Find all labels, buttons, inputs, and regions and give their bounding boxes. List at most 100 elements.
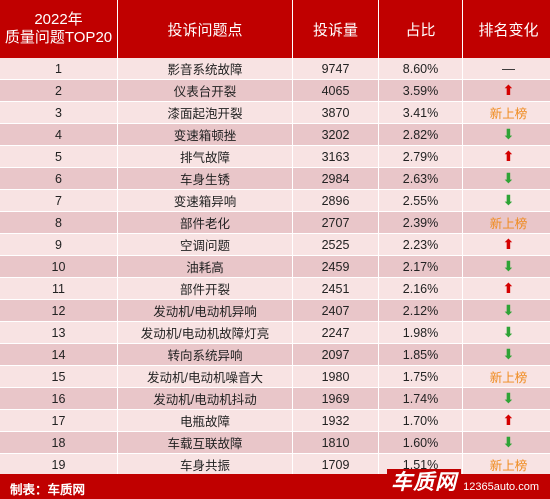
rank-cell: 19 [0, 453, 118, 476]
rank-cell: 5 [0, 145, 118, 168]
issue-cell: 发动机/电动机抖动 [117, 387, 293, 410]
table-row: 1 影音系统故障 9747 8.60% — [0, 58, 550, 80]
share-cell: 8.60% [378, 58, 463, 80]
rank-cell: 12 [0, 299, 118, 322]
change-cell: 新上榜 [462, 101, 550, 124]
issue-cell: 变速箱顿挫 [117, 123, 293, 146]
rank-cell: 1 [0, 58, 118, 80]
change-cell: — [462, 58, 550, 80]
count-cell: 1969 [292, 387, 379, 410]
issue-cell: 发动机/电动机噪音大 [117, 365, 293, 388]
rank-cell: 4 [0, 123, 118, 146]
count-cell: 1980 [292, 365, 379, 388]
header-rank-year: 2022年 [34, 11, 83, 28]
header-change: 排名变化 [462, 0, 550, 58]
issue-cell: 发动机/电动机异响 [117, 299, 293, 322]
table-row: 16 发动机/电动机抖动 1969 1.74% ⬇ [0, 387, 550, 410]
arrow-down-icon: ⬇ [502, 170, 515, 186]
count-cell: 3870 [292, 101, 379, 124]
rank-cell: 17 [0, 409, 118, 432]
share-cell: 2.16% [378, 277, 463, 300]
count-cell: 9747 [292, 58, 379, 80]
table-row: 3 漆面起泡开裂 3870 3.41% 新上榜 [0, 101, 550, 124]
count-cell: 1810 [292, 431, 379, 454]
table-row: 18 车载互联故障 1810 1.60% ⬇ [0, 431, 550, 454]
arrow-down-icon: ⬇ [502, 324, 515, 340]
table-row: 17 电瓶故障 1932 1.70% ⬆ [0, 409, 550, 432]
new-entry-badge: 新上榜 [489, 107, 528, 121]
count-cell: 1932 [292, 409, 379, 432]
change-cell: ⬇ [462, 387, 550, 410]
issue-cell: 仪表台开裂 [117, 79, 293, 102]
change-cell: ⬇ [462, 255, 550, 278]
header-count: 投诉量 [292, 0, 379, 58]
share-cell: 2.63% [378, 167, 463, 190]
change-cell: ⬇ [462, 299, 550, 322]
count-cell: 2451 [292, 277, 379, 300]
issue-cell: 电瓶故障 [117, 409, 293, 432]
change-cell: ⬆ [462, 233, 550, 256]
new-entry-badge: 新上榜 [489, 371, 528, 385]
table-row: 11 部件开裂 2451 2.16% ⬆ [0, 277, 550, 300]
share-cell: 2.79% [378, 145, 463, 168]
count-cell: 2459 [292, 255, 379, 278]
arrow-up-icon: ⬆ [502, 412, 515, 428]
issue-cell: 漆面起泡开裂 [117, 101, 293, 124]
arrow-down-icon: ⬇ [502, 302, 515, 318]
arrow-up-icon: ⬆ [502, 82, 515, 98]
issue-cell: 部件开裂 [117, 277, 293, 300]
rank-cell: 14 [0, 343, 118, 366]
logo-site-text: 12365auto.com [461, 480, 542, 496]
arrow-up-icon: ⬆ [502, 236, 515, 252]
rank-cell: 18 [0, 431, 118, 454]
arrow-down-icon: ⬇ [502, 126, 515, 142]
table-row: 9 空调问题 2525 2.23% ⬆ [0, 233, 550, 256]
change-cell: ⬆ [462, 409, 550, 432]
issue-cell: 车载互联故障 [117, 431, 293, 454]
change-cell: ⬇ [462, 189, 550, 212]
issue-cell: 油耗高 [117, 255, 293, 278]
logo-brand-text: 车质网 [387, 469, 462, 496]
table-row: 13 发动机/电动机故障灯亮 2247 1.98% ⬇ [0, 321, 550, 344]
brand-logo: 车质网 12365auto.com [387, 466, 542, 496]
table-row: 12 发动机/电动机异响 2407 2.12% ⬇ [0, 299, 550, 322]
change-cell: ⬆ [462, 79, 550, 102]
count-cell: 2525 [292, 233, 379, 256]
share-cell: 3.59% [378, 79, 463, 102]
count-cell: 4065 [292, 79, 379, 102]
change-cell: ⬇ [462, 167, 550, 190]
rank-cell: 8 [0, 211, 118, 234]
table-row: 7 变速箱异响 2896 2.55% ⬇ [0, 189, 550, 212]
share-cell: 2.55% [378, 189, 463, 212]
share-cell: 2.17% [378, 255, 463, 278]
change-cell: 新上榜 [462, 211, 550, 234]
rank-cell: 2 [0, 79, 118, 102]
share-cell: 2.23% [378, 233, 463, 256]
arrow-down-icon: ⬇ [502, 390, 515, 406]
arrow-down-icon: ⬇ [502, 192, 515, 208]
table-row: 4 变速箱顿挫 3202 2.82% ⬇ [0, 123, 550, 146]
table-row: 5 排气故障 3163 2.79% ⬆ [0, 145, 550, 168]
arrow-down-icon: ⬇ [502, 346, 515, 362]
rank-cell: 6 [0, 167, 118, 190]
no-change-dash-icon: — [502, 61, 515, 76]
rank-cell: 11 [0, 277, 118, 300]
issue-cell: 车身生锈 [117, 167, 293, 190]
footer-credit: 制表：车质网 [10, 483, 86, 497]
count-cell: 2707 [292, 211, 379, 234]
issue-cell: 部件老化 [117, 211, 293, 234]
share-cell: 2.12% [378, 299, 463, 322]
issue-cell: 影音系统故障 [117, 58, 293, 80]
rank-cell: 16 [0, 387, 118, 410]
arrow-down-icon: ⬇ [502, 434, 515, 450]
rank-cell: 9 [0, 233, 118, 256]
count-cell: 2247 [292, 321, 379, 344]
table-row: 14 转向系统异响 2097 1.85% ⬇ [0, 343, 550, 366]
share-cell: 1.75% [378, 365, 463, 388]
count-cell: 2407 [292, 299, 379, 322]
rank-cell: 10 [0, 255, 118, 278]
new-entry-badge: 新上榜 [489, 459, 528, 473]
new-entry-badge: 新上榜 [489, 217, 528, 231]
